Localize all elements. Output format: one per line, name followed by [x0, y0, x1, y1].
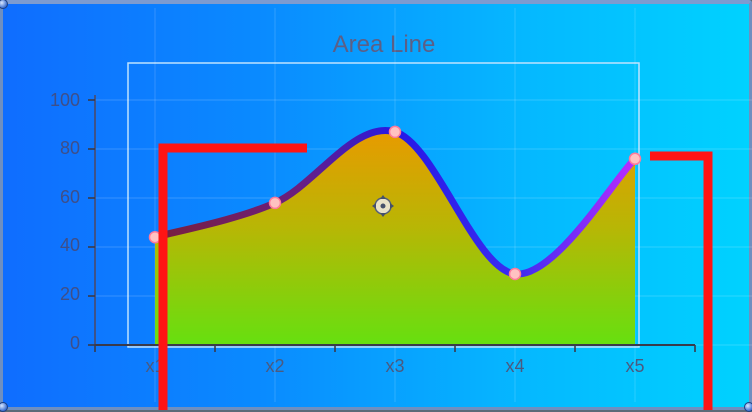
data-point-x5[interactable] [628, 152, 642, 166]
series-area-fill [155, 130, 635, 345]
y-tick-label: 0 [70, 333, 80, 353]
right-selection-bracket[interactable] [650, 151, 713, 410]
x-tick-label: x5 [625, 356, 644, 376]
move-handle-icon[interactable] [372, 195, 394, 217]
data-point-x2[interactable] [268, 196, 282, 210]
series-line [151, 126, 639, 278]
x-tick-label: x2 [265, 356, 284, 376]
data-markers [148, 125, 642, 281]
x-tick-label: x3 [385, 356, 404, 376]
axis-ticks [88, 99, 696, 352]
left-selection-bracket[interactable] [158, 143, 307, 410]
y-tick-label: 20 [60, 284, 80, 304]
y-tick-label: 80 [60, 138, 80, 158]
top-left-resize-handle[interactable] [0, 0, 8, 9]
y-tick-labels: 0 20 40 60 80 100 [50, 90, 80, 353]
y-tick-label: 60 [60, 187, 80, 207]
x-tick-label: x4 [505, 356, 524, 376]
y-tick-label: 40 [60, 235, 80, 255]
data-point-x4[interactable] [508, 267, 522, 281]
y-tick-label: 100 [50, 90, 80, 110]
plot-area-outline [127, 62, 640, 348]
data-point-x3[interactable] [388, 125, 402, 139]
x-tick-labels: x1 x2 x3 x4 x5 [145, 356, 644, 376]
chart-title: Area Line [333, 31, 436, 58]
